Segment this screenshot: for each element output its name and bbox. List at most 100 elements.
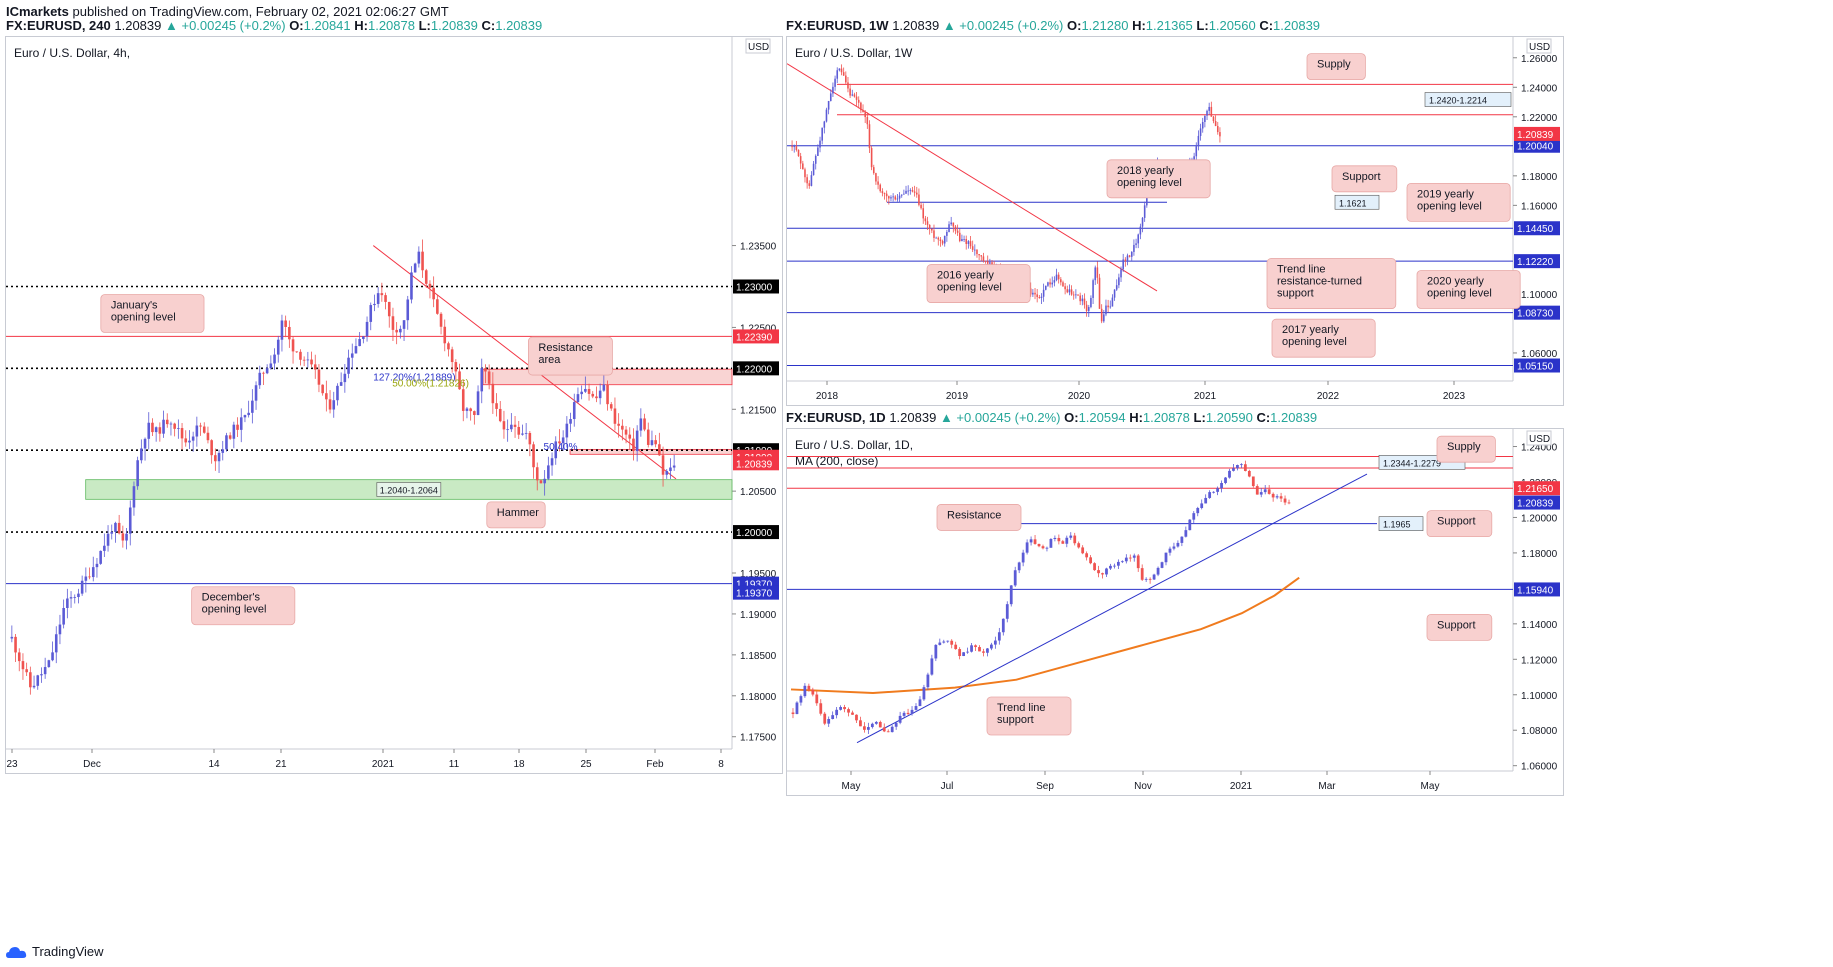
w1-candle-body [799,156,802,164]
w1-candle-body [989,262,991,264]
w1-y-tick-label: 1.18000 [1521,172,1558,183]
d1-annotation-text: Supply [1447,441,1481,453]
h4-chart-panel[interactable]: 1.17500 1.18000 1.18500 1.19000 1.19500 1.205… [5,36,783,774]
d1-ma-200-line [790,576,1300,694]
h4-candle-body [461,389,465,411]
h4-annotation-text: opening level [111,312,176,324]
h4-candle-body [473,411,476,415]
d1-candle-body [1275,496,1279,498]
h4-candle-body [646,429,650,445]
d1-candle-body [978,647,981,652]
d1-candle-body [954,644,958,650]
d1-annotation-text: Trend line [997,702,1046,714]
h4-y-tick-label: 1.17500 [740,733,777,744]
d1-candle-body [795,702,799,715]
d1-chart-panel[interactable]: 1.240001.220001.200001.180001.140001.120… [786,428,1564,796]
w1-candle-body [1044,285,1047,290]
h4-candle-body [136,460,139,487]
d1-candle-body [1065,537,1069,544]
h4-candle-body [117,522,121,534]
h4-candle-body [436,299,439,314]
h4-candle-body [162,419,165,434]
d1-chart[interactable]: 1.240001.220001.200001.180001.140001.120… [787,429,1563,795]
w1-candle-body [847,82,849,89]
w1-candle-body [931,228,933,231]
w1-candle-body [1141,217,1144,227]
h4-candle-body [517,426,521,435]
h4-x-tick-label: Feb [646,759,664,770]
w1-header: FX:EURUSD, 1W 1.20839 ▲ +0.00245 (+0.2%)… [786,18,1321,33]
h4-annotation-text: area [538,354,561,366]
d1-y-tick-label: 1.14000 [1521,620,1558,631]
h4-x-tick-label: 18 [513,759,525,770]
d1-candle-body [886,731,890,733]
d1-header: FX:EURUSD, 1D 1.20839 ▲ +0.00245 (+0.2%)… [786,410,1318,425]
w1-candle-body [933,230,935,238]
h4-candle-body [628,434,632,439]
h4-candle-body [214,455,217,462]
w1-candle-body [926,221,929,225]
h4-candle-body [291,339,295,352]
h4-candle-body [154,427,158,433]
d1-candle-body [847,709,850,713]
h4-candle-body [77,593,80,598]
w1-candle-body [810,175,813,186]
h4-candle-body [169,423,173,425]
w1-candle-body [898,195,901,199]
w1-candle-body [1072,294,1075,296]
h4-candle-body [299,351,302,360]
h4-candle-body [262,372,265,374]
w1-candle-body [911,190,914,192]
h4-candle-body [69,597,73,599]
d1-indicator-label: MA (200, close) [795,454,878,468]
h4-candle-body [325,393,328,400]
w1-candle-body [860,102,862,111]
d1-candle-body [1021,552,1025,563]
d1-candle-body [1224,477,1227,484]
w1-candle-body [888,196,890,199]
d1-x-tick-label: May [842,781,861,792]
w1-chart-panel[interactable]: 1.26000 1.24000 1.22000 1.18000 1.16000 1.100… [786,36,1564,406]
w1-candle-body [1062,282,1064,287]
d1-candle-body [855,714,858,721]
d1-candle-body [938,642,942,645]
h4-candle-body [206,432,210,441]
h4-candle-body [91,567,95,578]
w1-candle-body [1214,121,1217,127]
w1-candle-body [1085,304,1088,311]
d1-candle-body [1057,537,1061,542]
w1-candle-body [976,249,978,255]
w1-candle-body [1036,294,1038,298]
h4-price-tag [733,456,779,471]
h4-candle-body [99,550,102,564]
h4-candle-body [36,675,40,686]
d1-candle-body [1172,546,1176,549]
w1-high: 1.21365 [1145,18,1193,33]
w1-chart[interactable]: 1.26000 1.24000 1.22000 1.18000 1.16000 1.100… [787,37,1563,405]
w1-candle-body [1096,267,1099,278]
w1-candle-body [1066,289,1069,293]
w1-chart-title: Euro / U.S. Dollar, 1W [795,46,913,60]
h4-candle-body [265,368,269,374]
h4-annotation-text: Resistance [538,342,592,354]
w1-annotation-text: opening level [1117,177,1182,189]
h4-candle-body [465,408,469,411]
h4-candle-body [276,339,280,355]
author-name[interactable]: ICmarkets [6,4,69,19]
w1-candle-body [1206,110,1208,116]
w1-candle-body [1122,259,1124,270]
w1-candle-body [819,140,821,148]
h4-y-tick-label: 1.18500 [740,651,777,662]
h4-candle-body [84,576,88,581]
h4-candle-body [469,408,472,412]
h4-candle-body [591,393,595,397]
tradingview-logo[interactable]: TradingView [6,944,104,959]
d1-change: ▲ +0.00245 (+0.2%) [939,410,1061,425]
h4-chart[interactable]: 1.17500 1.18000 1.18500 1.19000 1.19500 1.205… [6,37,782,773]
h4-x-tick-label: 2021 [372,759,395,770]
w1-annotation-text: opening level [1282,336,1347,348]
h4-candle-body [602,384,606,391]
w1-candle-body [829,93,832,102]
d1-candle-body [1061,541,1065,544]
d1-candle-body [851,712,854,715]
